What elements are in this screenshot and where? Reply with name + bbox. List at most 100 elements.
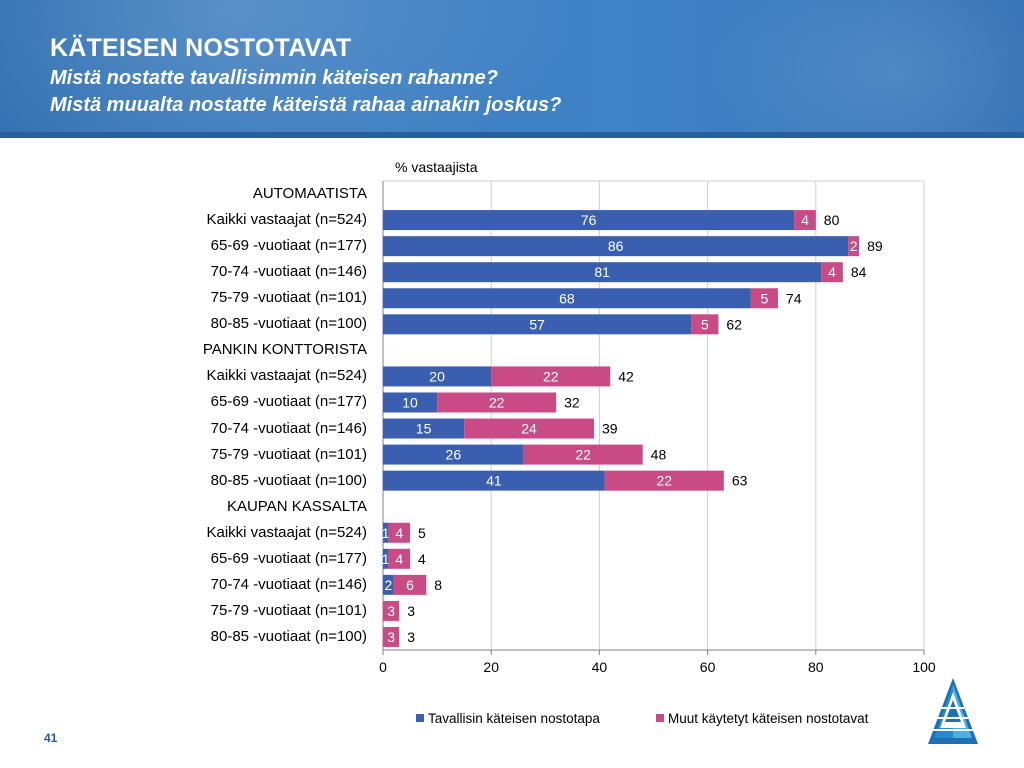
bar-segment-secondary [523, 444, 643, 465]
category-label: Kaikki vastaajat (n=524) [206, 211, 367, 229]
bar-segment-secondary [388, 522, 411, 543]
data-label-primary: 26 [446, 447, 462, 463]
data-label-secondary: 5 [701, 316, 709, 332]
bar-segment-secondary [383, 600, 400, 621]
category-label: 70-74 -vuotiaat (n=146) [210, 575, 367, 593]
bar-segment-primary [383, 470, 605, 491]
x-tick-label: 100 [912, 659, 936, 675]
data-label-primary: 57 [529, 316, 545, 332]
bar-segment-secondary [383, 626, 400, 647]
category-label: Kaikki vastaajat (n=524) [206, 367, 367, 385]
legend-label-secondary: Muut käytetyt käteisen nostotavat [668, 711, 869, 726]
bar-segment-primary [383, 392, 438, 413]
category-label: 65-69 -vuotiaat (n=177) [210, 549, 367, 567]
data-label-secondary: 22 [575, 447, 591, 463]
data-label-secondary: 3 [387, 603, 395, 619]
data-label-secondary: 22 [489, 394, 505, 410]
category-label: 80-85 -vuotiaat (n=100) [210, 471, 367, 489]
data-label-primary: 81 [594, 264, 610, 280]
data-label-secondary: 24 [521, 421, 537, 437]
total-label: 5 [418, 525, 426, 541]
data-label-primary: 76 [581, 212, 597, 228]
bar-segment-primary [383, 236, 849, 257]
total-label: 62 [726, 316, 742, 332]
data-label-secondary: 2 [850, 238, 858, 254]
category-label: 80-85 -vuotiaat (n=100) [210, 627, 367, 645]
slide-subtitle-2: Mistä muualta nostatte käteistä rahaa ai… [50, 94, 562, 116]
group-header-label: AUTOMAATISTA [252, 185, 367, 203]
legend-item-secondary: Muut käytetyt käteisen nostotavat [656, 711, 868, 726]
unit-label: % vastaajista [395, 159, 478, 175]
total-label: 32 [564, 394, 580, 410]
x-tick-label: 40 [592, 659, 608, 675]
slide-title: KÄTEISEN NOSTOTAVAT [50, 34, 352, 62]
category-label: 65-69 -vuotiaat (n=177) [210, 393, 367, 411]
data-label-primary: 41 [486, 473, 502, 489]
data-label-primary: 68 [559, 290, 575, 306]
bar-segment-secondary [491, 366, 611, 387]
total-label: 3 [407, 629, 415, 645]
bar-segment-secondary [794, 210, 816, 231]
legend-item-primary: Tavallisin käteisen nostotapa [416, 711, 600, 726]
x-tick-label: 20 [483, 659, 499, 675]
bar-segment-secondary [464, 418, 594, 439]
data-label-secondary: 4 [395, 551, 403, 567]
total-label: 3 [407, 603, 415, 619]
total-label: 89 [867, 238, 883, 254]
category-label: 70-74 -vuotiaat (n=146) [210, 263, 367, 281]
data-label-primary: 1 [382, 525, 390, 541]
data-label-secondary: 22 [543, 368, 559, 384]
total-label: 4 [418, 551, 426, 567]
total-label: 42 [618, 368, 634, 384]
bar-segment-secondary [691, 314, 719, 335]
total-label: 84 [851, 264, 867, 280]
category-label: 75-79 -vuotiaat (n=101) [210, 445, 367, 463]
bar-segment-primary [383, 288, 751, 309]
bar-segment-primary [383, 314, 692, 335]
company-logo [928, 678, 978, 744]
bar-segment-primary [383, 522, 389, 543]
x-tick-label: 80 [808, 659, 824, 675]
total-label: 8 [434, 577, 442, 593]
slide-subtitle-1: Mistä nostatte tavallisimmin käteisen ra… [50, 67, 498, 89]
group-header-label: PANKIN KONTTORISTA [202, 341, 367, 359]
bar-segment-secondary [821, 262, 843, 283]
data-label-secondary: 3 [387, 629, 395, 645]
bar-segment-secondary [848, 236, 860, 257]
total-label: 63 [732, 473, 748, 489]
total-label: 74 [786, 290, 802, 306]
data-label-primary: 20 [429, 368, 445, 384]
x-tick-label: 60 [700, 659, 716, 675]
group-header-label: KAUPAN KASSALTA [226, 497, 367, 515]
data-label-primary: 86 [608, 238, 624, 254]
data-label-secondary: 4 [801, 212, 809, 228]
data-label-secondary: 5 [761, 290, 769, 306]
bar-segment-secondary [750, 288, 778, 309]
bar-segment-secondary [437, 392, 557, 413]
data-label-secondary: 4 [828, 264, 836, 280]
header-banner [0, 0, 1024, 138]
bar-segment-secondary [604, 470, 724, 491]
bar-segment-primary [383, 262, 822, 283]
data-label-secondary: 6 [406, 577, 414, 593]
header-divider [0, 132, 1024, 138]
category-label: 75-79 -vuotiaat (n=101) [210, 289, 367, 307]
category-label: 75-79 -vuotiaat (n=101) [210, 601, 367, 619]
data-label-secondary: 22 [657, 473, 673, 489]
category-label: 80-85 -vuotiaat (n=100) [210, 315, 367, 333]
data-label-primary: 10 [402, 394, 418, 410]
x-tick-label: 0 [379, 659, 387, 675]
bar-segment-primary [383, 418, 465, 439]
legend-swatch-secondary [656, 714, 664, 723]
legend-swatch-primary [416, 714, 424, 723]
category-label: 70-74 -vuotiaat (n=146) [210, 419, 367, 437]
bar-segment-primary [383, 366, 492, 387]
data-label-primary: 1 [382, 551, 390, 567]
data-label-primary: 2 [385, 577, 393, 593]
total-label: 48 [651, 447, 667, 463]
category-label: 65-69 -vuotiaat (n=177) [210, 237, 367, 255]
bar-segment-secondary [393, 574, 427, 595]
total-label: 39 [602, 421, 618, 437]
legend-label-primary: Tavallisin käteisen nostotapa [428, 711, 600, 726]
data-label-secondary: 4 [395, 525, 403, 541]
